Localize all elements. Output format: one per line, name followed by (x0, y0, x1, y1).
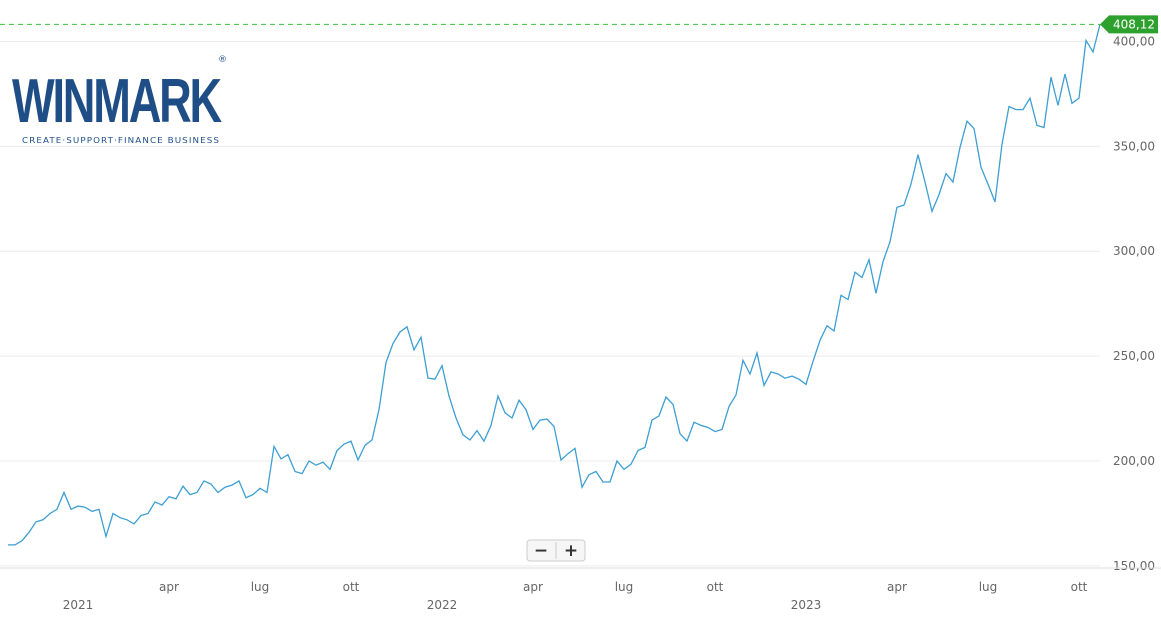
x-tick-label: lug (251, 580, 270, 594)
zoom-in-button[interactable]: + (564, 541, 578, 561)
x-tick-label: lug (615, 580, 634, 594)
y-tick-label: 300,00 (1113, 244, 1155, 258)
logo-mark: ® (218, 55, 227, 65)
x-year-label: 2023 (791, 598, 822, 612)
x-tick-label: apr (159, 580, 179, 594)
price-line (8, 24, 1101, 546)
x-tick-label: apr (523, 580, 543, 594)
logo-name: WINMARK (12, 67, 222, 136)
y-tick-label: 350,00 (1113, 139, 1155, 153)
y-tick-label: 200,00 (1113, 454, 1155, 468)
x-year-label: 2021 (63, 598, 94, 612)
x-tick-label: ott (1071, 580, 1088, 594)
x-year-label: 2022 (427, 598, 458, 612)
logo-tagline: CREATE·SUPPORT·FINANCE BUSINESS (22, 136, 220, 145)
x-tick-label: apr (887, 580, 907, 594)
last-value-label: 408,12 (1113, 17, 1155, 31)
x-tick-label: ott (343, 580, 360, 594)
plot: 150,00 200,00 250,00 300,00 350,00 400,00 2021… (0, 15, 1161, 612)
x-tick-label: ott (707, 580, 724, 594)
zoom-out-button[interactable]: − (534, 541, 548, 561)
zoom-controls: − + (526, 539, 586, 562)
y-tick-label: 250,00 (1113, 349, 1155, 363)
last-value-badge (1100, 15, 1158, 34)
x-tick-label: lug (979, 580, 998, 594)
y-tick-label: 150,00 (1113, 559, 1155, 573)
y-tick-label: 400,00 (1113, 34, 1155, 48)
